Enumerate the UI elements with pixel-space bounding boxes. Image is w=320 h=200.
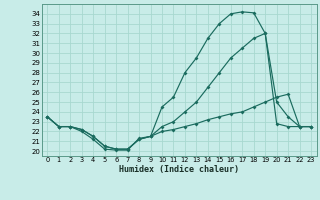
X-axis label: Humidex (Indice chaleur): Humidex (Indice chaleur): [119, 165, 239, 174]
